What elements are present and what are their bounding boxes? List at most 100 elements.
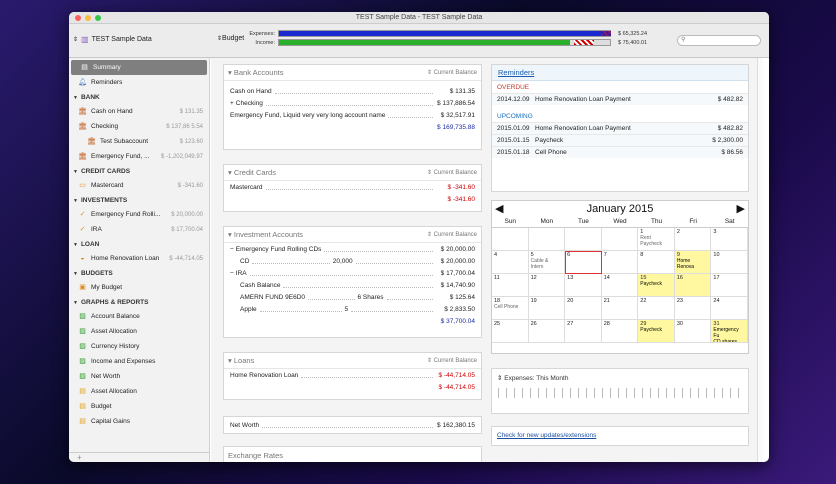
calendar-day[interactable]	[565, 228, 602, 251]
calendar-day[interactable]: 13	[565, 274, 602, 297]
calendar-day[interactable]: 27	[565, 320, 602, 343]
close-button[interactable]	[75, 15, 81, 21]
column-header[interactable]: ⇕ Current Balance	[426, 358, 477, 364]
account-row[interactable]: Emergency Fund, Liquid very very long ac…	[224, 109, 481, 121]
zoom-button[interactable]	[95, 15, 101, 21]
sidebar-item-report[interactable]: ▤ Capital Gains	[69, 414, 209, 429]
panel-title[interactable]: ▾ Investment Accounts	[228, 230, 304, 239]
calendar-day[interactable]: 23	[674, 297, 712, 320]
reminder-row[interactable]: 2015.01.18 Cell Phone $ 86.56	[492, 146, 748, 158]
calendar-event[interactable]: Rent	[640, 235, 651, 241]
calendar-day[interactable]: 31 Emergency Fu CD shares	[711, 320, 748, 343]
calendar-day[interactable]	[528, 228, 566, 251]
calendar-day[interactable]: 8	[638, 251, 675, 274]
calendar-day[interactable]: 2	[674, 228, 712, 251]
column-header[interactable]: ⇕ Current Balance	[426, 70, 477, 76]
account-row[interactable]: + Checking $ 137,886.54	[224, 97, 481, 109]
calendar-day[interactable]: 22	[638, 297, 675, 320]
calendar-day[interactable]: 12	[528, 274, 566, 297]
expand-icon[interactable]: +	[230, 99, 234, 107]
calendar-event[interactable]: Home Renova	[676, 258, 695, 270]
calendar-event[interactable]: Cell Phone	[494, 304, 519, 310]
calendar-event[interactable]: Paycheck	[640, 281, 662, 287]
calendar-day[interactable]: 30	[674, 320, 712, 343]
sidebar-item-budget[interactable]: ▣ My Budget	[69, 280, 209, 295]
section-graphs[interactable]: ▼ GRAPHS & REPORTS	[73, 299, 149, 306]
section-bank[interactable]: ▼ BANK	[73, 94, 100, 101]
calendar-day[interactable]: 3	[711, 228, 748, 251]
calendar-day[interactable]: 17	[711, 274, 748, 297]
sidebar-item-account[interactable]: ✓ Emergency Fund Rolli... $ 20,000.00	[69, 207, 209, 222]
calendar-event[interactable]: Paycheck	[640, 327, 662, 333]
calendar-day[interactable]: 16	[674, 274, 712, 297]
budget-selector[interactable]: ⇕Budget	[217, 35, 245, 42]
search-input[interactable]: ⚲	[677, 35, 761, 46]
calendar-day[interactable]	[601, 228, 639, 251]
section-credit-cards[interactable]: ▼ CREDIT CARDS	[73, 168, 131, 175]
document-selector[interactable]: ⇕ ▥ TEST Sample Data	[73, 35, 152, 44]
sidebar-item-account[interactable]: ◒ Home Renovation Loan $ -44,714.05	[69, 251, 209, 266]
calendar-day[interactable]: 5 Cable & Intern	[528, 251, 566, 274]
sidebar-item-report[interactable]: ▤ Budget	[69, 399, 209, 414]
calendar-day[interactable]: 6	[565, 251, 602, 274]
sidebar-item-account[interactable]: ✓ IRA $ 17,700.04	[69, 222, 209, 237]
sidebar-item-graph[interactable]: ▨ Currency History	[69, 339, 209, 354]
sidebar-item-account[interactable]: 🏛︎ Emergency Fund, ... $ -1,202,049.97	[69, 149, 209, 164]
calendar-day[interactable]: 4	[492, 251, 529, 274]
sidebar-item-account[interactable]: 🏛︎ Cash on Hand $ 131.35	[69, 104, 209, 119]
sidebar-item-graph[interactable]: ▨ Account Balance	[69, 309, 209, 324]
calendar-event[interactable]: Emergency Fu	[713, 327, 739, 339]
calendar-day[interactable]: 7	[601, 251, 639, 274]
calendar-day[interactable]: 15 Paycheck	[638, 274, 675, 297]
reminder-row[interactable]: 2015.01.09 Home Renovation Loan Payment $ …	[492, 122, 748, 134]
add-icon[interactable]: +	[77, 453, 82, 462]
holding-row[interactable]: Cash Balance $ 14,740.90	[224, 279, 481, 291]
calendar-day[interactable]: 26	[528, 320, 566, 343]
account-row[interactable]: − IRA $ 17,700.04	[224, 267, 481, 279]
prev-month-button[interactable]: ◀	[495, 203, 504, 215]
calendar-day[interactable]: 24	[711, 297, 748, 320]
sidebar-item-summary[interactable]: ▤ Summary	[71, 60, 207, 75]
calendar-event[interactable]: Cable & Intern	[530, 258, 549, 270]
calendar-day[interactable]: 19	[528, 297, 566, 320]
sidebar-item-report[interactable]: ▤ Asset Allocation	[69, 384, 209, 399]
reminder-row[interactable]: 2015.01.15 Paycheck $ 2,300.00	[492, 134, 748, 146]
panel-title[interactable]: ▾ Bank Accounts	[228, 68, 284, 77]
holding-row[interactable]: AMERN FUND 9E6D0 6 Shares $ 125.64	[224, 291, 481, 303]
collapse-icon[interactable]: −	[230, 245, 234, 253]
calendar-day[interactable]: 25	[492, 320, 529, 343]
minimize-button[interactable]	[85, 15, 91, 21]
section-budgets[interactable]: ▼ BUDGETS	[73, 270, 113, 277]
expenses-month-title[interactable]: ⇕ Expenses: This Month	[497, 375, 569, 382]
reminder-row[interactable]: 2014.12.09 Home Renovation Loan Payment $ …	[492, 93, 748, 105]
holding-row[interactable]: Apple 5 $ 2,833.50	[224, 303, 481, 315]
sidebar-item-graph[interactable]: ▨ Income and Expenses	[69, 354, 209, 369]
calendar-day[interactable]: 14	[601, 274, 639, 297]
calendar-event[interactable]: CD shares	[713, 339, 738, 343]
calendar-day[interactable]	[492, 228, 529, 251]
panel-title-text[interactable]: Exchange Rates	[228, 450, 284, 460]
calendar-day[interactable]: 20	[565, 297, 602, 320]
sidebar-item-account[interactable]: ▭ Mastercard $ -341.60	[69, 178, 209, 193]
next-month-button[interactable]: ▶	[736, 203, 745, 215]
reminders-link[interactable]: Reminders	[498, 68, 535, 77]
calendar-day[interactable]: 21	[601, 297, 639, 320]
column-header[interactable]: ⇕ Current Balance	[426, 170, 477, 176]
sidebar-item-account[interactable]: 🏛︎ Checking $ 137,86 5.54	[69, 119, 209, 134]
column-header[interactable]: ⇕ Current Balance	[426, 232, 477, 238]
calendar-day[interactable]: 9 Home Renova	[674, 251, 712, 274]
collapse-icon[interactable]: −	[230, 269, 234, 277]
sidebar-item-account[interactable]: 🏛︎ Test Subaccount $ 123.60	[69, 134, 209, 149]
updates-link[interactable]: Check for new updates/extensions	[497, 432, 597, 439]
section-loan[interactable]: ▼ LOAN	[73, 241, 100, 248]
section-investments[interactable]: ▼ INVESTMENTS	[73, 197, 128, 204]
account-row[interactable]: Cash on Hand $ 131.35	[224, 85, 481, 97]
sidebar-item-graph[interactable]: ▨ Net Worth	[69, 369, 209, 384]
account-row[interactable]: Mastercard $ -341.60	[224, 181, 481, 193]
sidebar-item-graph[interactable]: ▨ Asset Allocation	[69, 324, 209, 339]
calendar-day[interactable]: 10	[711, 251, 748, 274]
account-row[interactable]: Home Renovation Loan $ -44,714.05	[224, 369, 481, 381]
calendar-day[interactable]: 18 Cell Phone	[492, 297, 529, 320]
holding-row[interactable]: CD 20,000 $ 20,000.00	[224, 255, 481, 267]
sidebar-item-reminders[interactable]: 🔔︎ Reminders	[69, 75, 209, 90]
